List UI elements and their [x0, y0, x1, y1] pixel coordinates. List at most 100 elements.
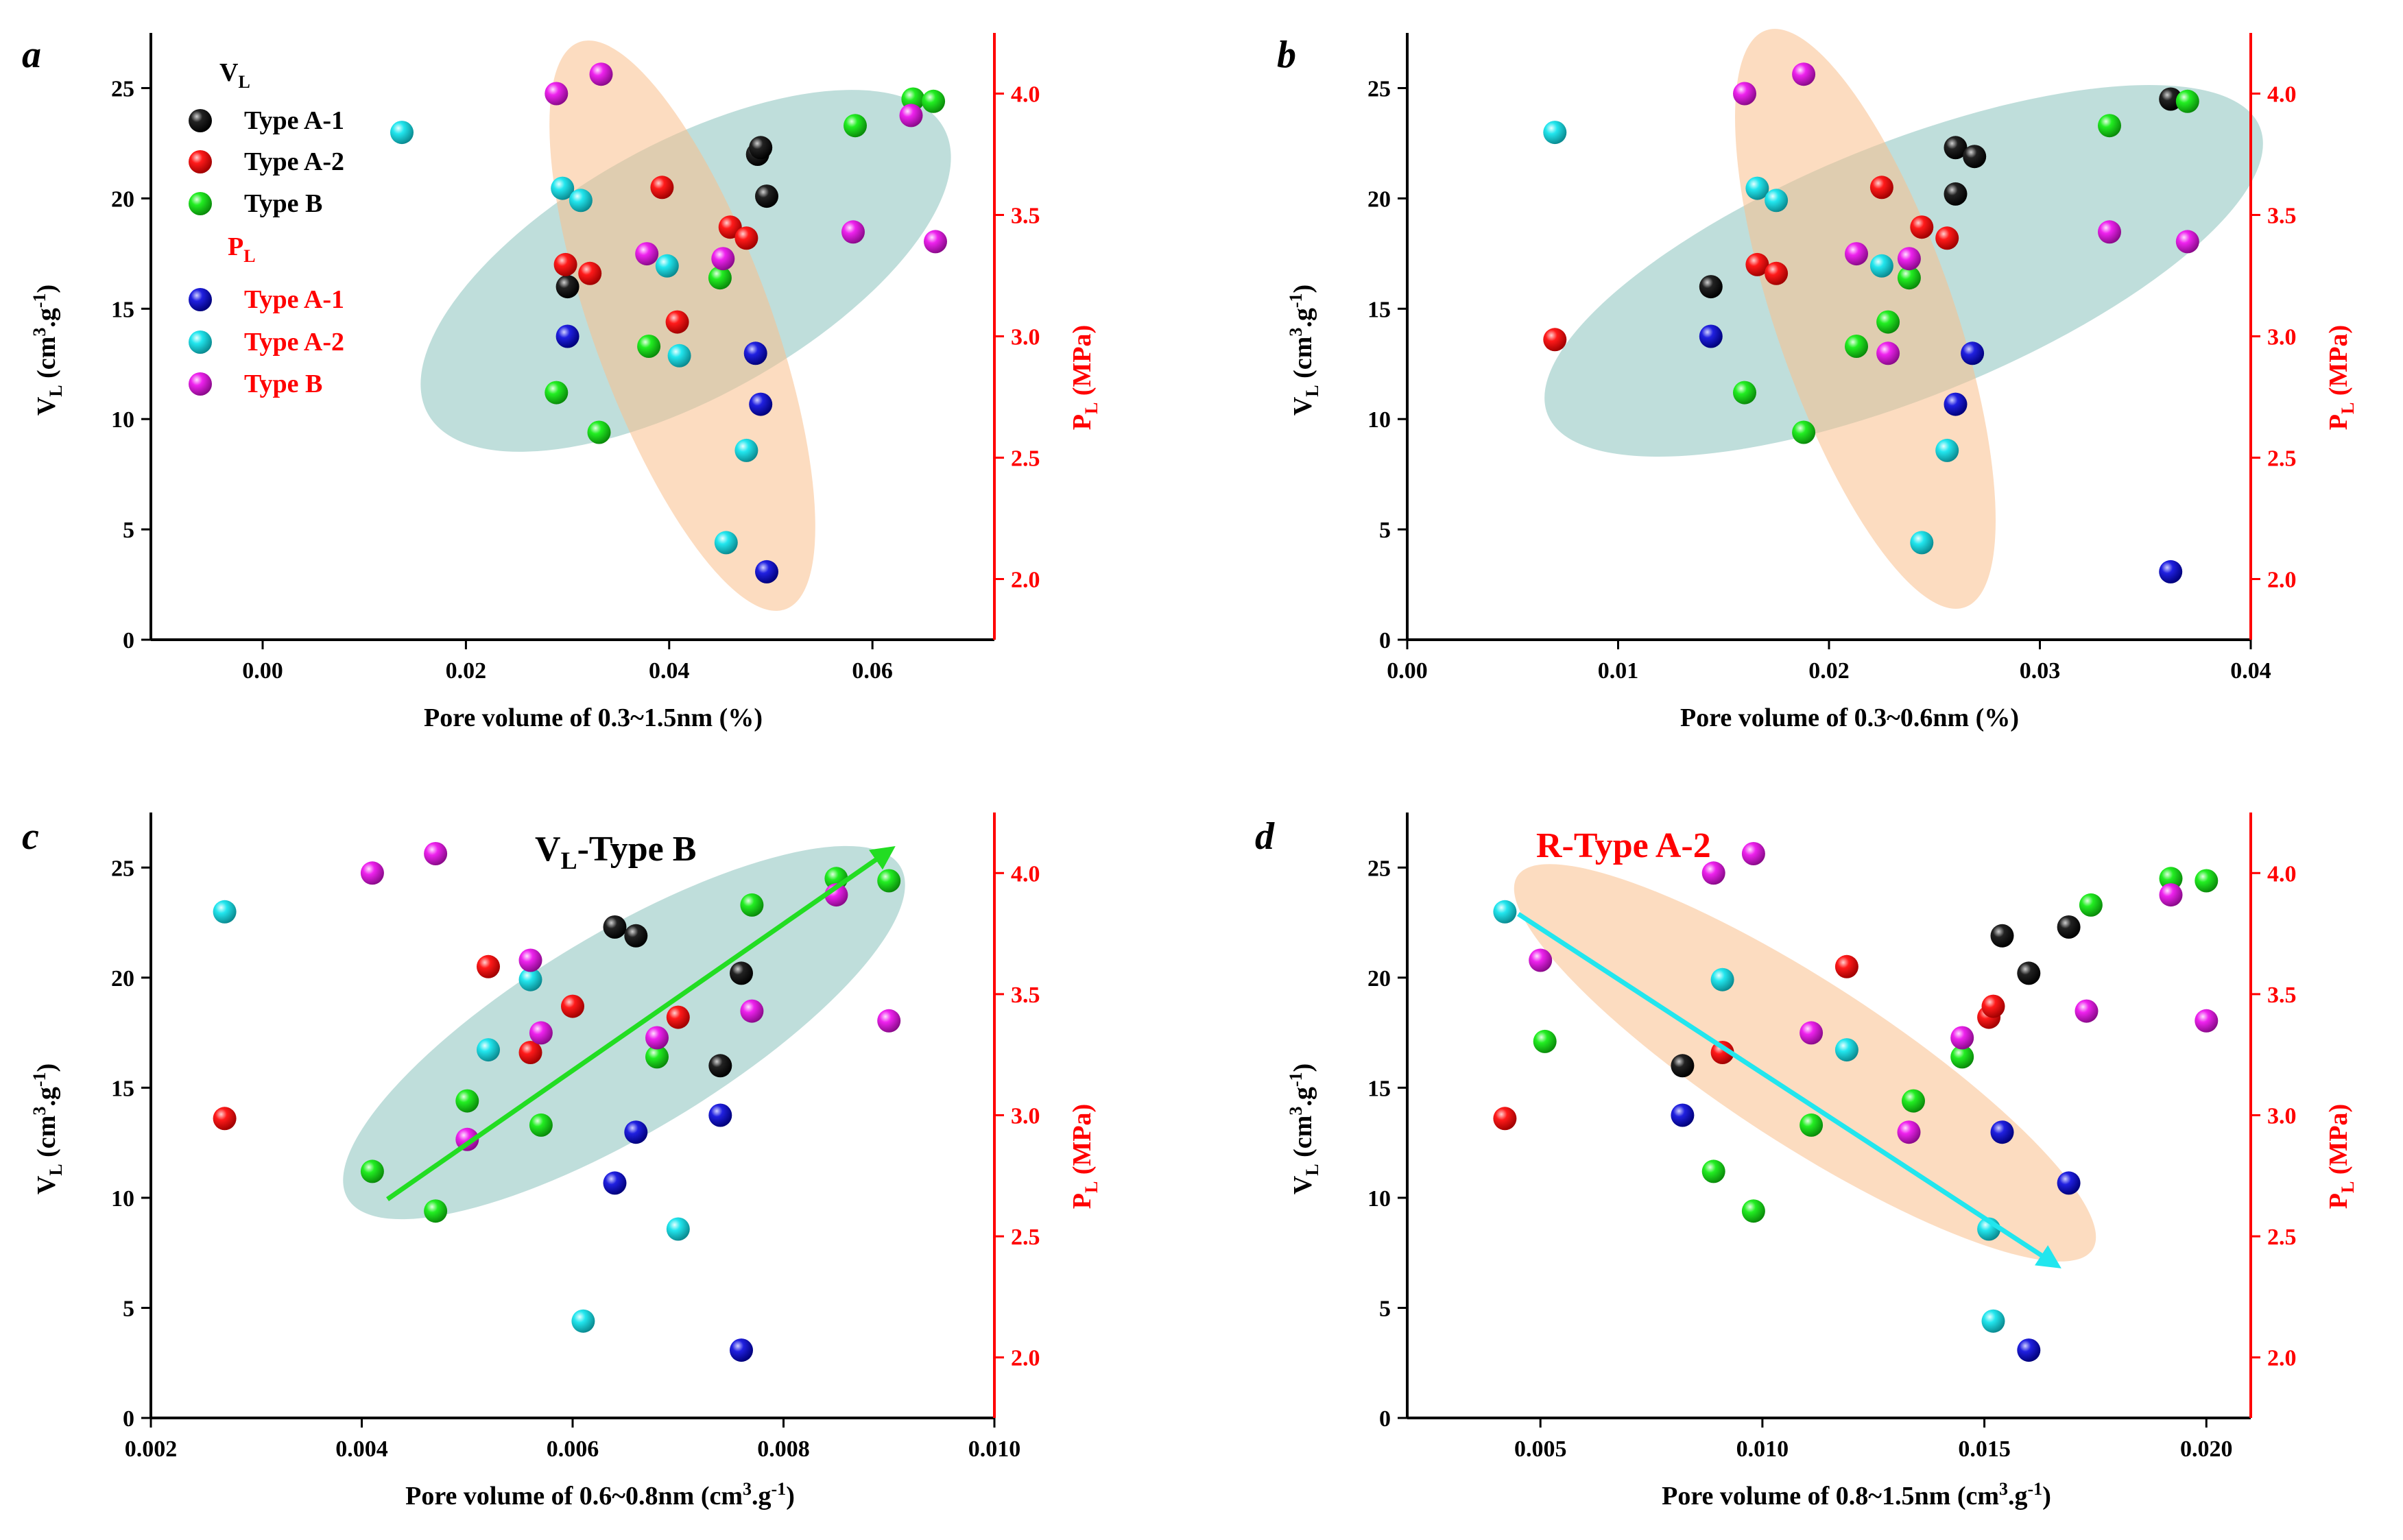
panel-b-ytick-right-label-1: 2.5 — [2267, 446, 2297, 472]
panel-d-point-pl-type-b-4 — [1897, 1120, 1921, 1144]
panel-d-point-vl-type-b-1 — [1701, 1159, 1725, 1183]
panel-c-points — [213, 842, 901, 1362]
legend-vl-a1-marker — [189, 109, 212, 132]
panel-a-point-pl-type-a-2-0 — [390, 121, 414, 145]
panel-b-point-pl-type-b-4 — [1897, 247, 1921, 271]
panel-c-point-vl-type-b-4 — [645, 1045, 669, 1069]
panel-d-letter: d — [1255, 815, 1275, 858]
panel-d-point-vl-type-b-2 — [1741, 1199, 1765, 1223]
panel-d-xtick-label-1: 0.010 — [1736, 1436, 1789, 1462]
panel-c-axes: 0.002 0.004 0.006 0.008 0.010 0 5 10 15 20 25 2.0 2.… — [29, 813, 1101, 1511]
panel-a-point-pl-type-a-2-3 — [655, 254, 679, 278]
panel-a-xtick-label-1: 0.02 — [446, 658, 487, 684]
panel-c-xtick-label-2: 0.006 — [547, 1436, 599, 1462]
panel-d-point-pl-type-a-2-0 — [1493, 900, 1517, 924]
panel-c-point-pl-type-b-3 — [518, 948, 542, 972]
panel-a-point-pl-type-a-2-5 — [714, 531, 738, 555]
panel-c-point-vl-type-a-1-3 — [730, 961, 753, 985]
panel-a-point-vl-type-a-2-0 — [553, 252, 577, 276]
panel-b-ytick-right-label-4: 4.0 — [2267, 82, 2297, 108]
panel-c-point-vl-type-a-1-1 — [624, 924, 648, 948]
panel-b-point-vl-type-a-2-4 — [1910, 215, 1934, 239]
panel-b-point-pl-type-b-1 — [1792, 62, 1816, 86]
panel-b-point-vl-type-a-1-3 — [1963, 145, 1987, 169]
panel-b-point-pl-type-a-1-0 — [1699, 324, 1723, 348]
panel-d-trend-arrow — [1517, 912, 2061, 1268]
panel-d-point-vl-type-a-2-0 — [1493, 1107, 1517, 1131]
panel-a-ylabel-left: VL (cm3.g-1) — [29, 285, 66, 416]
panel-c-point-pl-type-b-0 — [360, 861, 384, 885]
panel-b-point-vl-type-b-5 — [2098, 114, 2121, 138]
panel-d-point-pl-type-a-2-4 — [1981, 1309, 2005, 1333]
panel-c-point-pl-type-a-2-3 — [571, 1309, 595, 1333]
legend-pl-item-0: Type A-1 — [244, 285, 344, 314]
panel-d-point-pl-type-b-0 — [1529, 948, 1553, 972]
panel-c: 0.002 0.004 0.006 0.008 0.010 0 5 10 15 20 25 2.0 2.… — [22, 813, 1101, 1511]
legend-vl-item-1: Type A-2 — [244, 147, 344, 176]
panel-d-ytick-right-label-0: 2.0 — [2267, 1346, 2297, 1371]
panel-c-ytick-right-label-0: 2.0 — [1011, 1346, 1040, 1371]
panel-d-point-vl-type-a-1-0 — [1671, 1054, 1695, 1078]
panel-b-point-vl-type-b-0 — [1733, 381, 1756, 405]
panel-d-point-vl-type-b-4 — [1902, 1089, 1925, 1113]
panel-c-point-vl-type-a-1-2 — [708, 1054, 732, 1078]
panel-a-ytick-right-label-3: 3.5 — [1011, 204, 1040, 229]
panel-d-ylabel-right: PL (MPa) — [2324, 1104, 2358, 1209]
panel-d-ytick-left-label-1: 5 — [1379, 1296, 1391, 1321]
panel-c-point-pl-type-a-2-4 — [666, 1217, 690, 1241]
panel-b-ytick-right-label-2: 3.0 — [2267, 325, 2297, 350]
panel-a-ytick-right-label-0: 2.0 — [1011, 568, 1040, 593]
panel-a-point-vl-type-b-6 — [922, 89, 946, 113]
panel-a-ytick-right-label-1: 2.5 — [1011, 446, 1040, 472]
panel-d-point-pl-type-b-1 — [1701, 861, 1725, 885]
panel-a-point-vl-type-a-1-2 — [749, 136, 773, 160]
panel-a-point-vl-type-a-2-3 — [665, 310, 689, 334]
panel-b-point-pl-type-a-1-2 — [1961, 341, 1985, 365]
panel-a-axes: 0.00 0.02 0.04 0.06 0 5 10 15 20 25 2.0 2.5 3.0 3.5 4.… — [29, 33, 1101, 732]
legend-pl-item-1: Type A-2 — [244, 328, 344, 357]
panel-d-ytick-left-label-3: 15 — [1367, 1076, 1391, 1101]
panel-b-orange-ellipse — [1735, 29, 1996, 609]
panel-b-point-vl-type-b-2 — [1845, 335, 1868, 358]
panel-d-point-vl-type-a-1-3 — [2057, 915, 2081, 939]
panel-b-ytick-left-label-5: 25 — [1367, 76, 1391, 101]
panel-a-point-vl-type-a-1-3 — [755, 184, 778, 208]
panel-a-point-pl-type-a-2-4 — [667, 344, 691, 368]
panel-c-point-vl-type-b-1 — [424, 1199, 448, 1223]
panel-c-point-vl-type-a-2-1 — [477, 954, 500, 978]
panel-b-point-pl-type-a-2-1 — [1745, 176, 1769, 200]
panel-d-point-vl-type-a-2-2 — [1834, 954, 1858, 978]
panel-d-point-vl-type-a-1-2 — [2017, 961, 2041, 985]
panel-c-point-vl-type-b-3 — [529, 1113, 553, 1137]
panel-b-point-pl-type-a-2-2 — [1765, 189, 1789, 213]
panel-a-point-pl-type-a-2-2 — [569, 189, 593, 213]
panel-c-point-pl-type-b-1 — [424, 842, 448, 865]
panel-a-point-pl-type-b-1 — [589, 62, 613, 86]
panel-c-xlabel: Pore volume of 0.6~0.8nm (cm3.g-1) — [405, 1479, 795, 1511]
panel-c-ytick-left-label-0: 0 — [123, 1406, 134, 1432]
panel-a-point-pl-type-a-2-6 — [734, 438, 758, 462]
panel-a-point-vl-type-a-1-0 — [555, 275, 579, 299]
panel-d-ytick-left-label-4: 20 — [1367, 966, 1391, 991]
panel-c-point-pl-type-b-6 — [740, 999, 764, 1023]
panel-d-orange-ellipse — [1514, 864, 2096, 1262]
panel-a-point-vl-type-b-1 — [587, 420, 611, 444]
panel-c-point-pl-type-a-1-1 — [624, 1120, 648, 1144]
panel-d-point-pl-type-b-2 — [1741, 842, 1765, 865]
panel-c-ytick-right-label-1: 2.5 — [1011, 1225, 1040, 1250]
legend-pl-b-marker — [189, 372, 212, 396]
panel-c-ytick-right-label-4: 4.0 — [1011, 861, 1040, 887]
panel-c-ytick-right-label-2: 3.0 — [1011, 1104, 1040, 1129]
panel-d-ytick-right-label-1: 2.5 — [2267, 1225, 2297, 1250]
panel-d-ytick-left-label-5: 25 — [1367, 856, 1391, 881]
panel-a: 0.00 0.02 0.04 0.06 0 5 10 15 20 25 2.0 2.5 3.0 3.5 4.… — [22, 33, 1101, 732]
panel-b-ytick-left-label-0: 0 — [1379, 628, 1391, 653]
panel-a-ytick-left-label-3: 15 — [111, 297, 134, 322]
panel-a-ytick-left-label-0: 0 — [123, 628, 134, 653]
panel-d-ytick-right-label-3: 3.5 — [2267, 983, 2297, 1008]
panel-c-xtick-label-1: 0.004 — [335, 1436, 388, 1462]
panel-b-ylabel-right: PL (MPa) — [2324, 325, 2358, 430]
panel-c-title: VL-Type B — [535, 830, 696, 874]
panel-b-ytick-right-label-0: 2.0 — [2267, 568, 2297, 593]
